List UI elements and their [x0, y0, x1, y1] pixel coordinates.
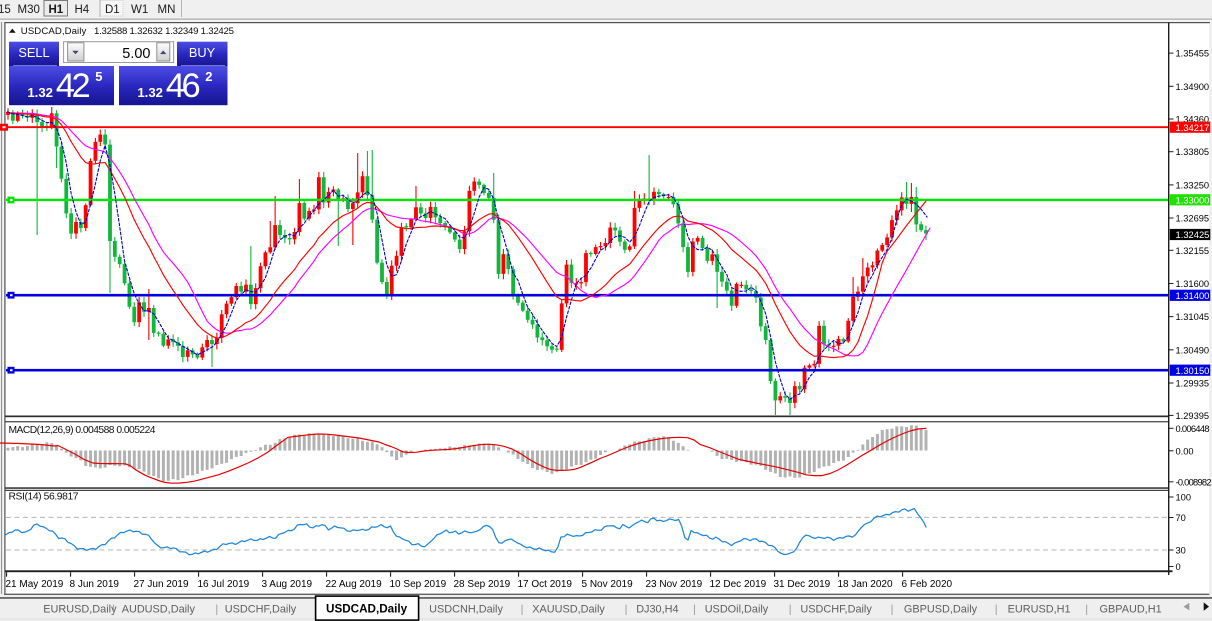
svg-text:0.006448: 0.006448 — [1176, 424, 1210, 434]
svg-text:12 Dec 2019: 12 Dec 2019 — [710, 579, 767, 590]
svg-text:1.32588 1.32632 1.32349 1.3242: 1.32588 1.32632 1.32349 1.32425 — [94, 26, 234, 37]
svg-text:|: | — [112, 604, 115, 616]
svg-text:5: 5 — [95, 69, 102, 84]
svg-text:23 Nov 2019: 23 Nov 2019 — [646, 579, 703, 590]
svg-text:1.32425: 1.32425 — [1176, 229, 1210, 240]
svg-text:1.35455: 1.35455 — [1176, 49, 1210, 59]
svg-text:GBPUSD,Daily: GBPUSD,Daily — [904, 604, 978, 616]
svg-text:XAUUSD,Daily: XAUUSD,Daily — [532, 604, 605, 616]
svg-text:46: 46 — [166, 67, 201, 105]
svg-text:1.30490: 1.30490 — [1176, 345, 1210, 355]
svg-text:1.32155: 1.32155 — [1176, 246, 1210, 256]
svg-text:6 Feb 2020: 6 Feb 2020 — [902, 579, 953, 590]
svg-text:2: 2 — [205, 69, 212, 84]
svg-text:21 May 2019: 21 May 2019 — [6, 579, 64, 590]
svg-text:18 Jan 2020: 18 Jan 2020 — [838, 579, 893, 590]
svg-text:0: 0 — [1176, 562, 1181, 572]
svg-text:H1: H1 — [49, 4, 64, 16]
svg-text:|: | — [1085, 604, 1088, 616]
svg-text:100: 100 — [1176, 493, 1192, 503]
svg-text:1.32: 1.32 — [137, 85, 163, 100]
svg-text:H4: H4 — [75, 4, 90, 16]
svg-text:|: | — [789, 604, 792, 616]
svg-text:42: 42 — [56, 67, 91, 105]
svg-text:16 Jul 2019: 16 Jul 2019 — [198, 579, 250, 590]
svg-text:1.31400: 1.31400 — [1176, 290, 1210, 301]
svg-text:SELL: SELL — [18, 45, 49, 60]
svg-text:EURUSD,Daily: EURUSD,Daily — [43, 604, 117, 616]
svg-text:W1: W1 — [131, 4, 148, 16]
svg-text:BUY: BUY — [189, 45, 216, 60]
svg-text:USDCHF,Daily: USDCHF,Daily — [225, 604, 297, 616]
svg-text:70: 70 — [1176, 513, 1186, 523]
svg-text:|: | — [625, 604, 628, 616]
svg-text:1.31600: 1.31600 — [1176, 279, 1210, 289]
svg-text:1.33000: 1.33000 — [1176, 194, 1210, 205]
svg-text:1.33250: 1.33250 — [1176, 180, 1210, 190]
svg-text:EURUSD,H1: EURUSD,H1 — [1008, 604, 1071, 616]
svg-text:1.29935: 1.29935 — [1176, 379, 1210, 389]
svg-text:17 Oct 2019: 17 Oct 2019 — [518, 579, 573, 590]
svg-text:USDCNH,Daily: USDCNH,Daily — [429, 604, 503, 616]
svg-text:DJ30,H4: DJ30,H4 — [636, 604, 678, 616]
svg-text:28 Sep 2019: 28 Sep 2019 — [454, 579, 511, 590]
svg-text:22 Aug 2019: 22 Aug 2019 — [326, 579, 383, 590]
svg-text:5.00: 5.00 — [122, 46, 150, 62]
svg-text:30: 30 — [1176, 546, 1186, 556]
svg-text:MACD(12,26,9) 0.004588 0.00522: MACD(12,26,9) 0.004588 0.005224 — [9, 425, 156, 436]
svg-text:1.34360: 1.34360 — [1176, 115, 1210, 125]
svg-text:1.31045: 1.31045 — [1176, 312, 1210, 322]
svg-text:RSI(14) 56.9817: RSI(14) 56.9817 — [9, 492, 79, 503]
svg-text:|: | — [693, 604, 696, 616]
svg-text:31 Dec 2019: 31 Dec 2019 — [774, 579, 831, 590]
svg-text:5 Nov 2019: 5 Nov 2019 — [582, 579, 634, 590]
svg-text:3 Aug 2019: 3 Aug 2019 — [262, 579, 313, 590]
svg-text:USDCHF,Daily: USDCHF,Daily — [800, 604, 872, 616]
svg-text:GBPAUD,H1: GBPAUD,H1 — [1100, 604, 1162, 616]
svg-text:|: | — [891, 604, 894, 616]
svg-text:1.34217: 1.34217 — [1176, 122, 1210, 133]
svg-text:8 Jun 2019: 8 Jun 2019 — [70, 579, 120, 590]
svg-text:-0.008982: -0.008982 — [1176, 477, 1212, 487]
svg-text:USDOil,Daily: USDOil,Daily — [705, 604, 769, 616]
svg-text:1.32: 1.32 — [27, 85, 53, 100]
svg-text:1.33805: 1.33805 — [1176, 147, 1210, 157]
svg-text:15: 15 — [0, 4, 11, 16]
svg-text:D1: D1 — [105, 4, 120, 16]
svg-text:M30: M30 — [18, 4, 40, 16]
svg-text:1.32695: 1.32695 — [1176, 214, 1210, 224]
svg-text:0.00: 0.00 — [1176, 446, 1194, 456]
svg-text:10 Sep 2019: 10 Sep 2019 — [390, 579, 447, 590]
svg-text:27 Jun 2019: 27 Jun 2019 — [134, 579, 189, 590]
svg-text:MN: MN — [158, 4, 176, 16]
svg-text:|: | — [995, 604, 998, 616]
svg-text:AUDUSD,Daily: AUDUSD,Daily — [122, 604, 196, 616]
svg-text:1.34900: 1.34900 — [1176, 82, 1210, 92]
svg-text:USDCAD,Daily: USDCAD,Daily — [21, 26, 87, 37]
svg-text:|: | — [215, 604, 218, 616]
svg-text:USDCAD,Daily: USDCAD,Daily — [326, 603, 408, 616]
svg-text:1.29395: 1.29395 — [1176, 411, 1210, 421]
svg-text:1.30150: 1.30150 — [1176, 365, 1210, 376]
svg-text:|: | — [521, 604, 524, 616]
